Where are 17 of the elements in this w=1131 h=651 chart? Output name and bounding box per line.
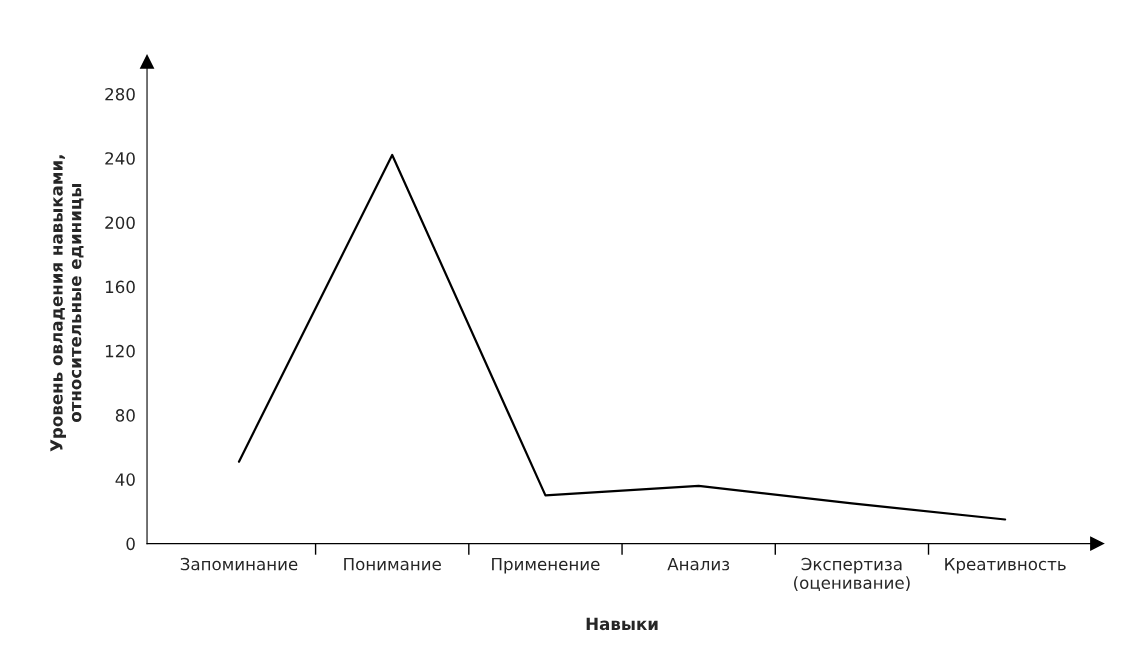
y-tick-label: 120 — [105, 344, 135, 358]
x-axis-title: Навыки — [586, 617, 658, 631]
x-tick-label: Запоминание — [180, 557, 298, 571]
x-tick-label: Экспертиза (оценивание) — [794, 557, 910, 592]
y-tick-label: 240 — [105, 152, 135, 165]
y-tick-label: 0 — [126, 537, 135, 551]
y-tick-label: 280 — [105, 87, 135, 101]
x-tick-label: Анализ — [667, 557, 730, 571]
x-tick-label: Понимание — [344, 557, 441, 571]
x-tick-label: Креативность — [945, 557, 1066, 574]
y-tick-label: 160 — [105, 280, 135, 294]
line-series — [237, 153, 1007, 521]
y-tick-label: 200 — [105, 216, 135, 229]
y-axis-title: Уровень овладения навыками, относительные единицы — [50, 155, 84, 452]
y-tick-label: 40 — [115, 473, 135, 486]
x-tick-label: Применение — [492, 557, 600, 574]
y-tick-label: 80 — [115, 409, 135, 422]
